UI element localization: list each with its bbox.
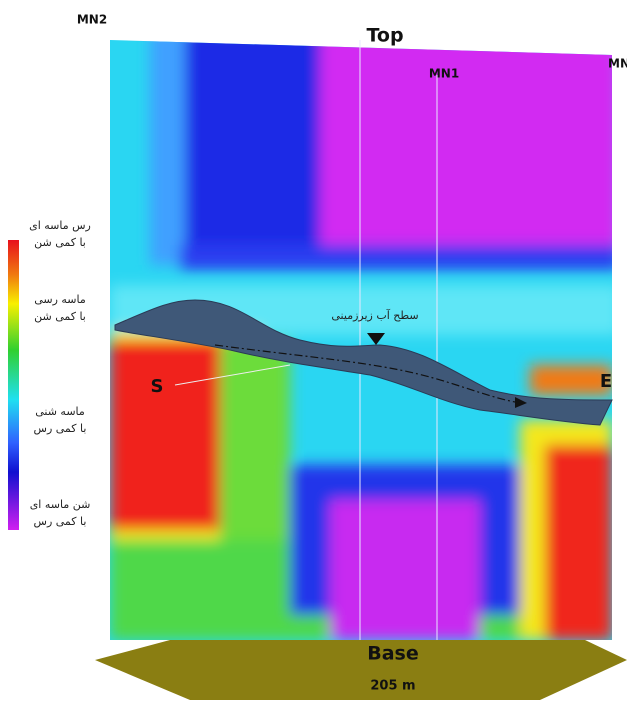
label: سطح آب زیرزمینی: [331, 308, 418, 322]
legend-text: با کمی رس: [34, 422, 87, 435]
legend-text: ماسه رسی: [34, 293, 86, 306]
label: E: [600, 371, 612, 392]
model-figure: MN2 Top MN1 MN S E Base 205 m سطح آب زیر…: [0, 0, 627, 702]
label: MN: [608, 57, 627, 71]
legend-text: رس ماسه ای: [29, 219, 91, 232]
label: Top: [366, 25, 403, 47]
label: S: [151, 376, 164, 397]
legend-text: ماسه شنی: [35, 405, 85, 418]
label: MN2: [77, 13, 107, 27]
legend-text: با کمی شن: [34, 310, 86, 323]
label: MN1: [429, 67, 459, 81]
color-scale: [8, 240, 19, 530]
legend: رس ماسه ای با کمی شن ماسه رسی با کمی شن …: [29, 219, 91, 528]
legend-text: با کمی شن: [34, 236, 86, 249]
base-plane: [95, 640, 627, 700]
label: Base: [367, 643, 419, 665]
legend-text: شن ماسه ای: [30, 498, 91, 511]
legend-text: با کمی رس: [34, 515, 87, 528]
label: 205 m: [370, 679, 415, 694]
